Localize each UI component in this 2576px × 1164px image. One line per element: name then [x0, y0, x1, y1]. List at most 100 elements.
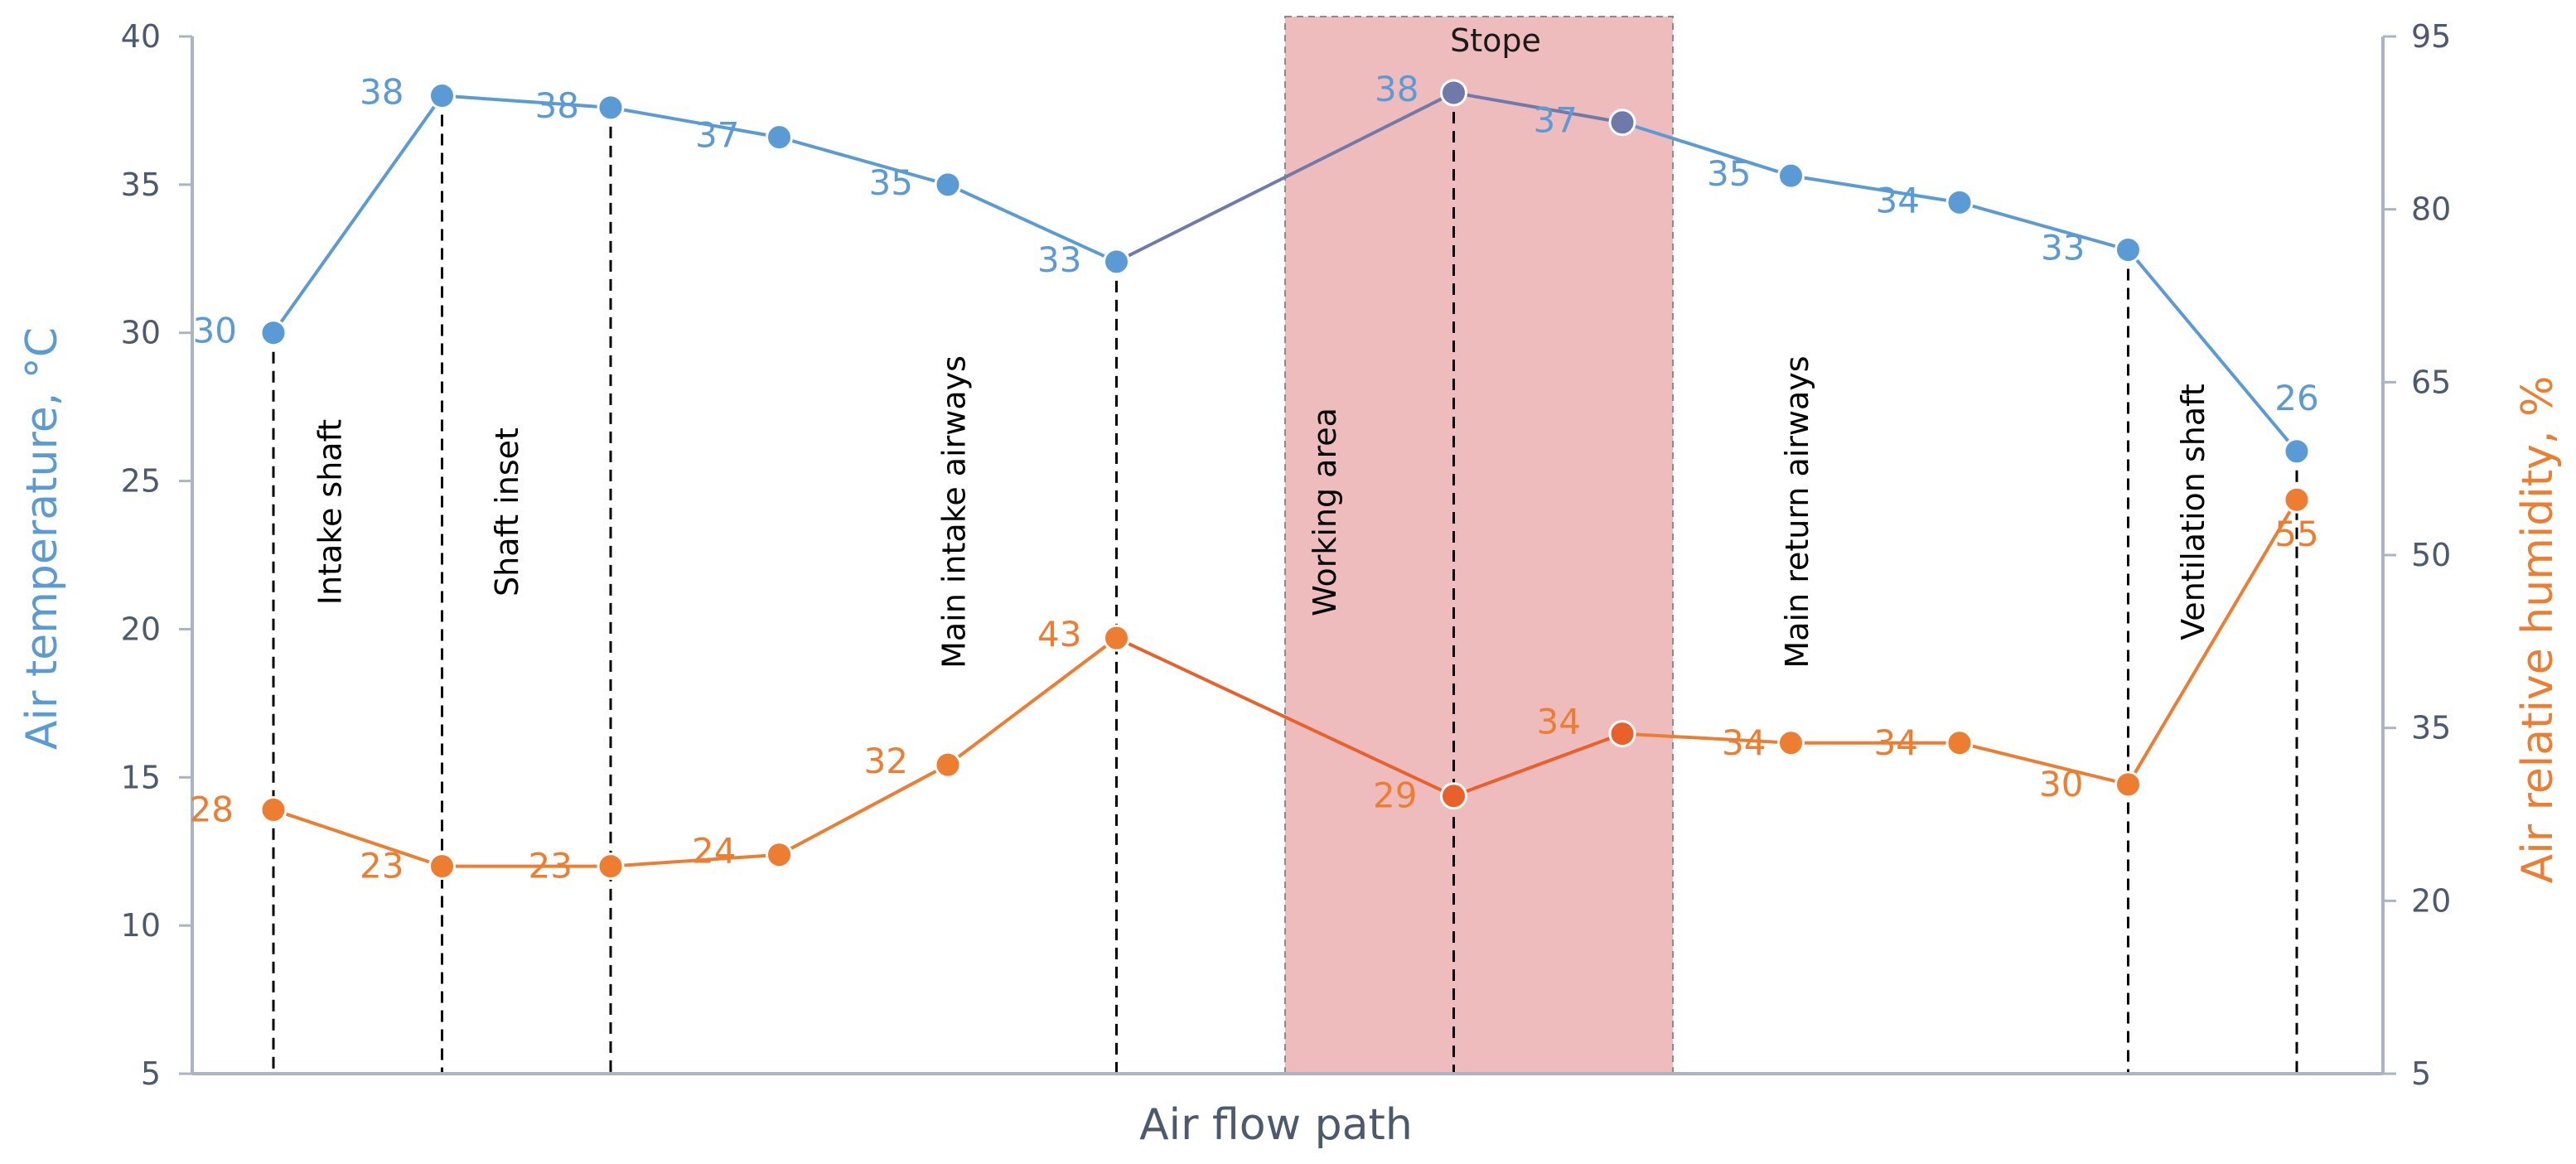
- series-0-segment: [1115, 91, 1455, 263]
- series-1-point: [934, 751, 962, 779]
- series-1-point: [1777, 729, 1805, 757]
- left-tick-label: 10: [121, 907, 161, 944]
- series-1-point: [1103, 624, 1130, 652]
- series-0-segment: [442, 94, 611, 109]
- series-0-data-label: 34: [1876, 180, 1920, 220]
- region-label: Working area: [1307, 408, 1343, 616]
- series-0-point: [259, 319, 288, 347]
- left-tick-label: 20: [121, 611, 161, 647]
- series-0-point: [597, 94, 625, 122]
- series-0-data-label: 37: [695, 115, 739, 156]
- series-1-segment: [1621, 732, 1791, 745]
- series-0-segment: [610, 105, 780, 139]
- right-tick-label: 95: [2411, 18, 2451, 55]
- series-1-data-label: 29: [1373, 775, 1417, 816]
- right-axis-title: Air relative humidity, %: [2513, 376, 2563, 884]
- stope-highlight-band: [1284, 16, 1675, 1075]
- series-1-data-label: 28: [190, 789, 234, 829]
- series-1-data-label: 23: [529, 846, 573, 886]
- series-1-point: [259, 795, 288, 823]
- stope-highlight-layer: Stope: [1284, 16, 1675, 1075]
- series-1-point: [1440, 782, 1467, 810]
- right-tick-label: 35: [2411, 710, 2451, 746]
- series-1-point: [766, 841, 793, 869]
- series-0-segment: [2126, 249, 2298, 453]
- left-tick-label: 30: [121, 315, 161, 351]
- series-0-data-label: 35: [1707, 153, 1751, 194]
- series-0-point: [934, 171, 962, 199]
- series-0-point: [1777, 162, 1805, 190]
- right-tick-label: 80: [2411, 191, 2451, 228]
- series-1-point: [597, 852, 625, 881]
- series-1-data-label: 32: [864, 741, 908, 781]
- left-axis-title: Air temperature, °C: [17, 327, 67, 750]
- series-0-segment: [1453, 90, 1623, 124]
- series-1-data-label: 23: [360, 846, 404, 886]
- series-1-data-label: 43: [1037, 614, 1081, 654]
- left-tick-label: 35: [121, 167, 161, 203]
- series-0-data-label: 37: [1534, 100, 1578, 141]
- series-0-point: [428, 82, 456, 110]
- left-tick-label: 40: [121, 18, 161, 55]
- series-0-segment: [778, 135, 949, 186]
- series-1-point: [1945, 729, 1974, 757]
- series-1-segment: [946, 636, 1118, 766]
- series-0-data-label: 38: [1375, 69, 1418, 109]
- axes-layer: 5 10 15 20 25 30 35 40 5 20 35 50 65 80 95: [121, 18, 2452, 1092]
- series-1-data-label: 24: [692, 831, 736, 872]
- series-0-point: [1440, 79, 1467, 107]
- series-0-segment: [1621, 120, 1792, 178]
- series-1-segment: [273, 808, 443, 868]
- series-0-data-label: 33: [1037, 239, 1081, 280]
- series-0-data-label: 35: [869, 162, 913, 203]
- series-0-segment: [272, 94, 444, 334]
- series-1-segment: [1115, 636, 1455, 798]
- region-label: Main intake airways: [935, 355, 972, 669]
- series-1-segment: [778, 763, 949, 857]
- right-tick-label: 5: [2411, 1055, 2431, 1092]
- left-tick-label: 25: [121, 463, 161, 500]
- series-0-data-label: 38: [360, 72, 404, 113]
- right-tick-label: 50: [2411, 537, 2451, 573]
- series-1-segment: [1452, 732, 1623, 798]
- series-1-data-label: 34: [1722, 722, 1766, 763]
- region-label: Intake shaft: [312, 419, 348, 605]
- right-tick-label: 20: [2411, 882, 2451, 919]
- series-1-segment: [1959, 741, 2129, 786]
- right-tick-label: 65: [2411, 364, 2451, 400]
- series-0-segment: [1791, 174, 1960, 205]
- series-0-segment: [947, 183, 1118, 263]
- series-1-point: [428, 852, 456, 881]
- series-1-data-label: 34: [1874, 722, 1918, 763]
- series-1-data-label: 34: [1537, 702, 1581, 742]
- series-1-segment: [610, 852, 780, 868]
- series-0-data-label: 26: [2274, 378, 2318, 418]
- series-1-point: [2114, 770, 2142, 799]
- region-label: Shaft inset: [489, 427, 525, 596]
- series-0-point: [1945, 188, 1974, 216]
- divider-layer: [272, 92, 2298, 1074]
- series-0-segment: [1959, 200, 2129, 252]
- left-tick-label: 5: [141, 1055, 161, 1092]
- stope-label: Stope: [1450, 22, 1541, 59]
- series-1-point: [1608, 720, 1636, 748]
- series-0-data-label: 30: [193, 311, 237, 351]
- series-0-point: [766, 123, 793, 152]
- series-layer: [259, 79, 2311, 881]
- region-label: Main return airways: [1779, 355, 1815, 668]
- label-layer: Intake shaft Shaft inset Main intake airwa…: [190, 69, 2319, 886]
- series-0-point: [1608, 109, 1636, 137]
- series-0-point: [2114, 236, 2142, 264]
- region-label: Ventilation shaft: [2175, 384, 2211, 640]
- series-1-point: [2283, 485, 2311, 514]
- series-0-point: [1103, 248, 1130, 276]
- x-axis-title: Air flow path: [1139, 1100, 1413, 1150]
- series-0-point: [2283, 437, 2311, 466]
- series-1-data-label: 55: [2274, 514, 2318, 554]
- series-1-segment: [2126, 499, 2298, 785]
- left-tick-label: 15: [121, 759, 161, 795]
- series-0-data-label: 33: [2041, 228, 2085, 268]
- series-0-data-label: 38: [535, 85, 579, 126]
- series-1-data-label: 30: [2039, 764, 2083, 804]
